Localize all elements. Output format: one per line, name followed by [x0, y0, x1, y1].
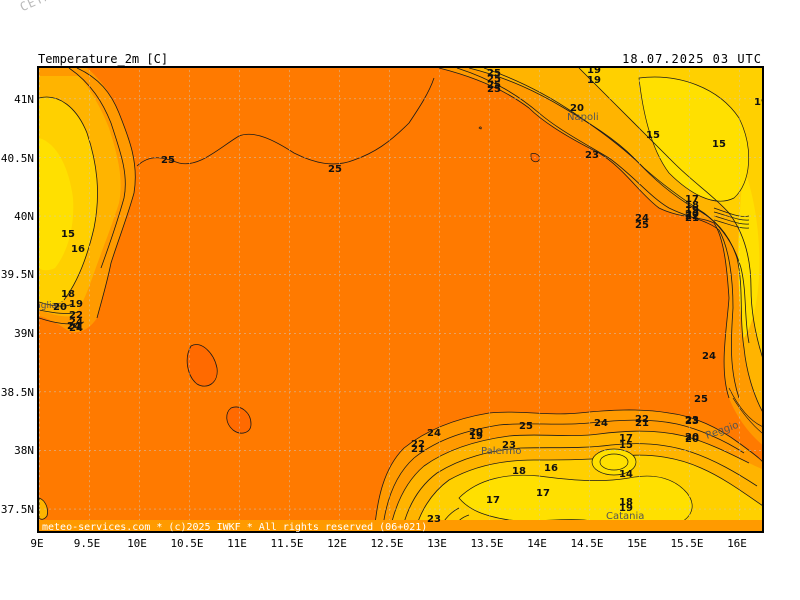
contour-label: 20: [570, 103, 584, 114]
contour-label: 24: [69, 317, 83, 328]
contour-label: 25: [487, 68, 501, 79]
lon-label-13e: 13E: [427, 537, 447, 550]
map-canvas: Napoli Palermo Catania Reggio Cagliari 2…: [39, 68, 764, 531]
lon-label-10-5e: 10.5E: [170, 537, 204, 550]
contour-label: 25: [487, 74, 501, 85]
graticule: [39, 68, 762, 531]
contour-label: 25: [519, 421, 533, 432]
contour-label: 14: [619, 469, 633, 480]
contour-label: 22: [69, 310, 83, 321]
contour-label: 24: [594, 418, 608, 429]
contour-label: 24: [702, 351, 716, 362]
contour-label: 25: [328, 164, 342, 175]
contour-label: 25: [635, 220, 649, 231]
contour-label: 18: [512, 466, 526, 477]
map-timestamp: 18.07.2025 03 UTC: [622, 52, 762, 66]
contour-label: 18: [619, 497, 633, 508]
contour-label: 23: [502, 440, 516, 451]
place-napoli: Napoli: [567, 112, 599, 123]
contour-label: 21: [411, 444, 425, 455]
contour-label: 24: [67, 321, 81, 332]
lon-label-13-5e: 13.5E: [470, 537, 504, 550]
contour-label: 15: [646, 130, 660, 141]
contour-label: 15: [712, 139, 726, 150]
contour-label: 17: [619, 433, 633, 444]
contour-label: 23: [685, 415, 699, 426]
lon-label-10e: 10E: [127, 537, 147, 550]
lon-label-12-5e: 12.5E: [370, 537, 404, 550]
contour-label: 17: [685, 194, 699, 205]
contour-label: 20: [685, 432, 699, 443]
lon-label-15-5e: 15.5E: [670, 537, 704, 550]
watermark: CETA - Inst.: [18, 0, 144, 38]
contour-label: 19: [685, 205, 699, 216]
contour-label: 15: [61, 229, 75, 240]
contour-label: 24: [635, 213, 649, 224]
contour-label: 24: [69, 323, 83, 334]
contour-label: 19: [619, 503, 633, 514]
contour-label: 25: [694, 394, 708, 405]
lon-label-9-5e: 9.5E: [73, 537, 101, 550]
contour-label: 21: [635, 418, 649, 429]
contour-label: 20: [685, 209, 699, 220]
lon-label-12e: 12E: [327, 537, 347, 550]
place-palermo: Palermo: [481, 446, 521, 457]
contour-label: 20: [469, 427, 483, 438]
lon-label-9e: 9E: [30, 537, 44, 550]
lat-label-38-5n: 38.5N: [0, 386, 34, 399]
lon-label-16e: 16E: [727, 537, 747, 550]
lat-label-39n: 39N: [14, 327, 34, 340]
contour-label: 22: [685, 211, 699, 222]
lon-label-11-5e: 11.5E: [270, 537, 304, 550]
contour-labels: 25 25 25 25 25 25 20 19 19 15 15 19 15 1…: [53, 68, 764, 525]
contour-label: 16: [544, 463, 558, 474]
lat-label-40-5n: 40.5N: [0, 152, 34, 165]
contour-label: 23: [427, 514, 441, 525]
contour-label: 18: [61, 289, 75, 300]
contour-label: 16: [71, 244, 85, 255]
contour-label: 18: [685, 200, 699, 211]
lon-label-14-5e: 14.5E: [570, 537, 604, 550]
contour-label: 25: [161, 155, 175, 166]
footer-banner: [39, 520, 762, 531]
contour-label: 22: [411, 439, 425, 450]
lon-label-14e: 14E: [527, 537, 547, 550]
contour-label: 22: [635, 414, 649, 425]
lon-label-11e: 11E: [227, 537, 247, 550]
contour-label: 21: [685, 213, 699, 224]
place-catania: Catania: [606, 511, 644, 522]
lat-label-39-5n: 39.5N: [0, 268, 34, 281]
lon-label-15e: 15E: [627, 537, 647, 550]
contour-label: 25: [487, 84, 501, 95]
contour-label: 19: [587, 75, 601, 86]
place-cagliari: Cagliari: [39, 301, 63, 311]
lat-label-41n: 41N: [14, 93, 34, 106]
temperature-map: Napoli Palermo Catania Reggio Cagliari 2…: [37, 66, 764, 533]
contour-label: 23: [585, 150, 599, 161]
contour-label: 24: [427, 428, 441, 439]
lat-label-38n: 38N: [14, 444, 34, 457]
contour-label: 19: [587, 68, 601, 76]
contour-label: 17: [536, 488, 550, 499]
contour-label: 20: [53, 302, 67, 313]
contour-label: 23: [685, 416, 699, 427]
copyright-footer: meteo-services.com * (c)2025 IWKF * All …: [42, 522, 428, 533]
contour-label: 19: [754, 97, 764, 108]
lat-label-37-5n: 37.5N: [0, 503, 34, 516]
contour-label: 17: [486, 495, 500, 506]
contour-label: 19: [69, 299, 83, 310]
contour-label: 19: [469, 431, 483, 442]
contour-label: 15: [619, 440, 633, 451]
contour-label: 25: [487, 80, 501, 91]
map-title: Temperature_2m [C]: [38, 52, 169, 66]
contour-label: 20: [685, 434, 699, 445]
lat-label-40n: 40N: [14, 210, 34, 223]
